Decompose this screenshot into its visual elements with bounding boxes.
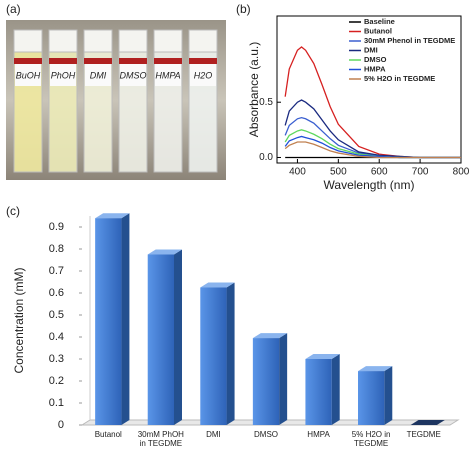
vial-band [189,58,217,64]
bar-side [226,282,235,425]
vial-tag [85,64,111,86]
plot-frame [276,15,462,164]
bar [252,338,280,425]
vial-label: H2O [194,70,213,80]
y-tick-label: 0.7 [49,265,64,277]
bar-top [410,420,445,425]
bar [305,359,332,425]
vial-cap [188,29,218,53]
bar-side [384,366,393,425]
x-tick-label: Butanol [94,430,122,439]
bar-side [174,249,182,425]
vial-cap [13,29,43,53]
vial-tag [190,64,216,86]
vial-band [154,58,182,64]
x-tick-label: 30mM PhOH in TEGDME [137,430,184,448]
bar-top [252,333,288,339]
bar-top [95,213,130,219]
bar [147,254,174,425]
y-axis-label: Concentration (mM) [12,267,26,373]
x-tick-label: 500 [330,167,347,178]
y-tick-label: 0.2 [49,375,64,387]
vial-label: DMSO [120,70,147,80]
y-tick-label: 0.3 [49,353,64,365]
y-tick-label: 0.6 [49,287,64,299]
bar-top [147,249,182,255]
x-tick-label: TEGDME [406,430,441,439]
x-tick-label: DMI [206,430,221,439]
legend-label: 5% H2O in TEGDME [364,74,435,83]
bar-top [305,354,340,359]
x-tick-label: HMPA [307,430,330,439]
bar-side [121,213,130,425]
x-tick-label: 400 [289,167,306,178]
x-tick-label: 800 [453,167,470,178]
vial-cap [118,29,148,53]
vial-label: BuOH [16,70,41,80]
bar-side [331,354,340,425]
legend-label: Baseline [364,17,395,26]
vial-tag [120,64,146,86]
vial-label: HMPA [155,70,180,80]
legend-label: DMSO [364,55,387,64]
x-tick-label: 5% H2O in TEGDME [351,430,391,448]
vial-label: PhOH [51,70,76,80]
bar [200,287,227,425]
vial-band [84,58,112,64]
bar-top [200,282,235,288]
y-tick-label: 0.5 [259,97,273,108]
y-tick-label: 0.5 [49,309,64,321]
y-axis-label: Absorbance (a.u.) [247,42,261,137]
vial-band [119,58,147,64]
vial-band [49,58,77,64]
y-tick-label: 0.8 [49,243,64,255]
vial-label: DMI [90,70,107,80]
vial-cap [48,29,78,53]
y-tick-label: 0.9 [49,221,64,233]
series-line [284,99,461,159]
vial-tag [15,64,41,86]
bar-side [279,333,288,425]
vial-tag [155,64,181,86]
y-tick-label: 0 [58,419,64,431]
vial-tag [50,64,76,86]
x-tick-label: 600 [371,167,388,178]
x-axis-label: Wavelength (nm) [324,178,415,192]
panel-label: (b) [236,2,251,16]
series-line [284,141,461,159]
y-tick-label: 0.4 [49,331,64,343]
legend-label: 30mM Phenol in TEGDME [364,36,455,45]
x-tick-label: 700 [412,167,429,178]
bar [95,218,122,425]
vial-cap [83,29,113,53]
vials: BuOH PhOH DMI DMSO HMPA H2O [13,29,218,173]
x-tick-label: DMSO [254,430,278,439]
y-tick-label: 0.1 [49,397,64,409]
legend-label: HMPA [364,64,386,73]
panel-label: (c) [6,204,20,218]
panel-label: (a) [6,2,21,16]
legend-label: DMI [364,45,378,54]
bar [358,371,385,425]
vial-band [14,58,42,64]
y-tick-label: 0.0 [259,152,273,163]
bar-top [358,366,393,372]
legend-label: Butanol [364,26,392,35]
vial-cap [153,29,183,53]
